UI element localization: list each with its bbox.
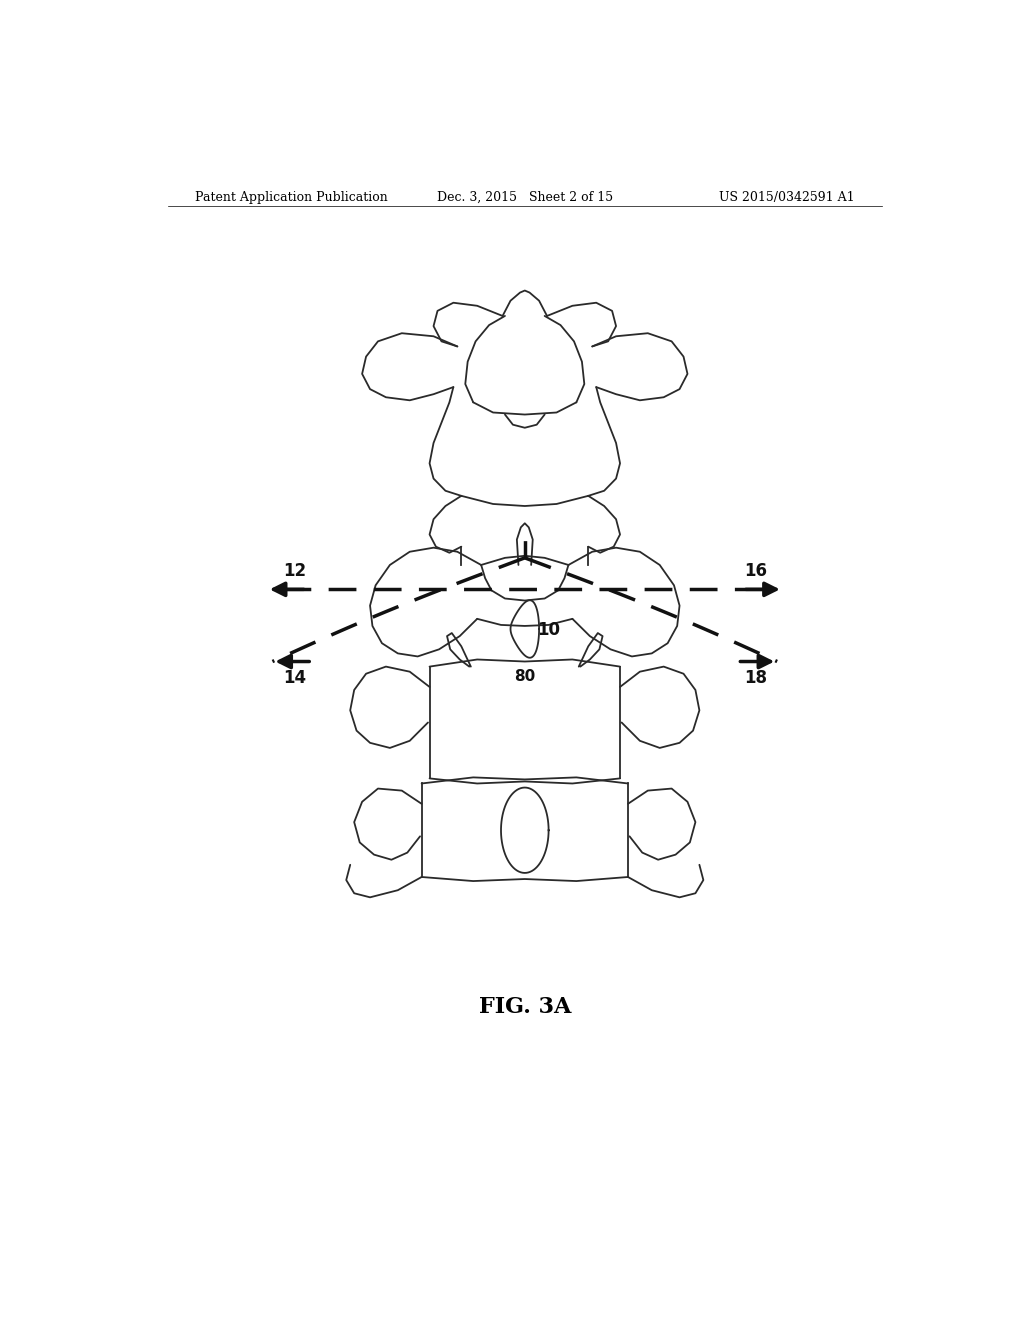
Text: 18: 18 xyxy=(743,669,767,686)
Text: Patent Application Publication: Patent Application Publication xyxy=(196,191,388,203)
Text: 14: 14 xyxy=(283,669,306,686)
Text: 10: 10 xyxy=(537,620,560,639)
Text: FIG. 3A: FIG. 3A xyxy=(478,997,571,1018)
Text: US 2015/0342591 A1: US 2015/0342591 A1 xyxy=(719,191,854,203)
Text: 80: 80 xyxy=(514,669,536,684)
Text: 16: 16 xyxy=(743,562,767,581)
Text: Dec. 3, 2015   Sheet 2 of 15: Dec. 3, 2015 Sheet 2 of 15 xyxy=(437,191,612,203)
Text: 12: 12 xyxy=(283,562,306,581)
